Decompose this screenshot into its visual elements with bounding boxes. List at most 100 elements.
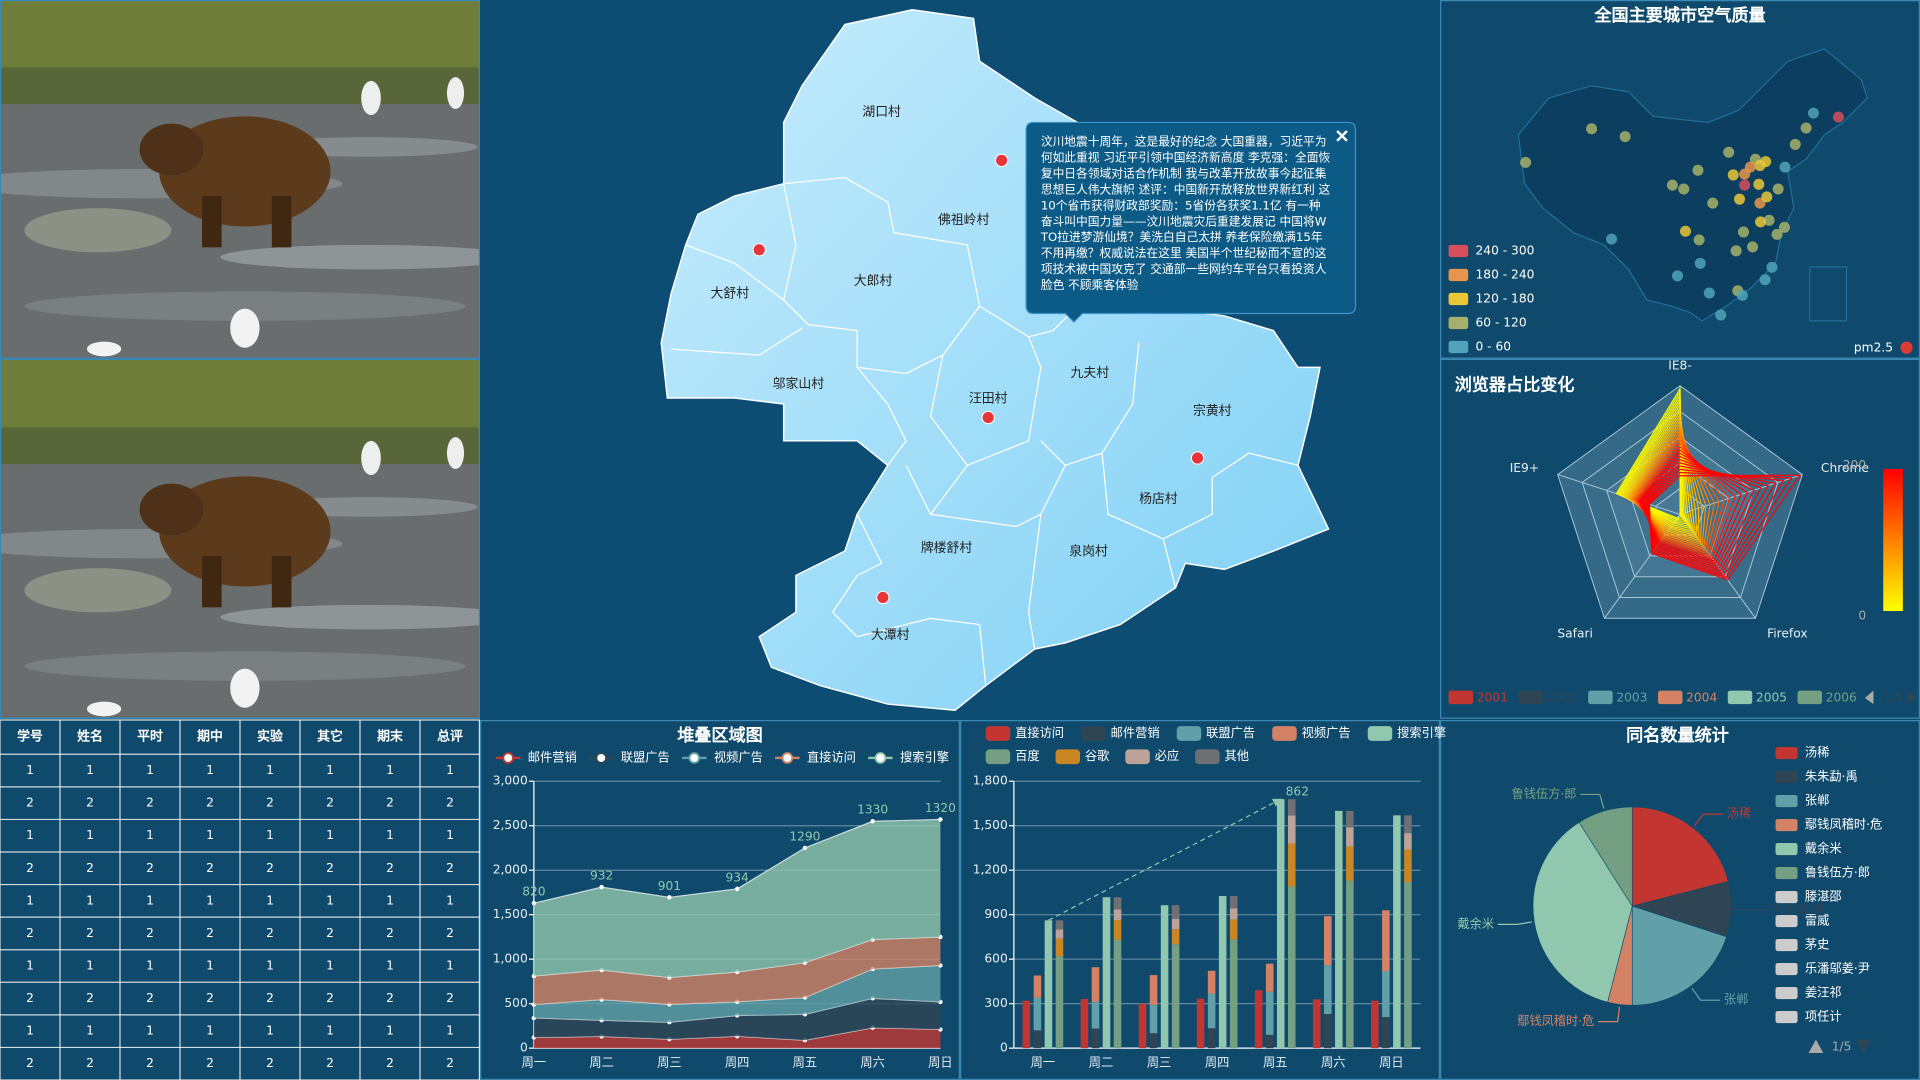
table-cell: 2 [326,991,334,1005]
city-point [1678,183,1690,195]
video-frame [0,0,515,359]
bar [1324,1014,1332,1049]
legend-icon [1176,726,1202,741]
radar-line [1618,393,1687,522]
legend-icon [1775,890,1798,904]
radar-line [1647,471,1793,579]
bar [1287,843,1296,887]
y-tick-label: 1,500 [973,818,1008,832]
indicator-label: Safari [1557,627,1593,641]
legend-label: 直接访问 [807,749,856,764]
x-tick-label: 周日 [928,1055,952,1069]
table-cell: 1 [86,763,94,777]
legend-label: 其他 [1224,749,1248,763]
legend-icon [1367,726,1393,741]
bar [1265,991,1274,1035]
bar [1055,938,1064,957]
city-point [1755,216,1767,228]
bar [1149,975,1158,1005]
y-tick-label: 0 [520,1041,528,1055]
table-cell: 1 [86,959,94,973]
region-border [783,183,981,375]
bar [1287,799,1296,816]
radar-line [1638,449,1742,562]
legend-label: 2001 [1477,690,1508,704]
pie-slice [1578,806,1633,908]
table-cell: 1 [326,893,334,907]
mark-line [1048,798,1282,921]
city-point [1520,156,1532,168]
table-cell: 2 [266,926,274,940]
city-point [1763,214,1775,226]
region-label: 泉岗村 [1069,544,1108,560]
piece-label: 60 - 120 [1476,316,1527,330]
panel-border [480,720,960,1080]
legend-label: 雷威 [1805,914,1829,928]
table-header: 学号 [17,729,43,745]
legend-label: 乐潘邬姜·尹 [1805,961,1870,976]
data-label: 934 [725,870,749,884]
table-cell: 1 [266,1024,274,1038]
bar [1229,896,1238,909]
table-cell: 1 [26,959,34,973]
legend-icon [1272,726,1297,741]
city-point [1753,178,1765,190]
panel-border [0,0,480,359]
visual-map-bar [1883,468,1903,612]
table-cell: 2 [326,796,334,810]
label-line [1598,1006,1621,1023]
panel-border [1440,720,1920,1080]
legend-label: 视频广告 [1302,725,1351,740]
visual-map-max: 200 [1843,458,1866,472]
legend-icon [688,752,701,764]
slice-label: 戴余米 [1457,916,1494,931]
region-border [670,327,803,356]
y-tick-label: 300 [984,996,1007,1010]
pager-next [1907,690,1917,705]
panel-border [960,720,1440,1080]
region-border [1101,452,1299,540]
data-label: 1330 [857,803,888,817]
legend-icon [1195,749,1220,765]
city-point [1739,179,1751,191]
y-tick-label: 3,000 [493,774,528,788]
legend-icon [1448,690,1474,705]
city-point [1779,161,1791,173]
tooltip-box [1025,121,1357,323]
x-tick-label: 周一 [522,1055,546,1069]
table-cell: 1 [326,1024,334,1038]
y-tick-label: 600 [984,952,1007,966]
data-label: 1290 [789,829,820,843]
bar [1382,971,1390,1018]
table-cell: 1 [326,959,334,973]
table-cell: 2 [206,796,214,810]
radar-line [1643,462,1769,572]
label-line [1691,987,1721,1001]
table-cell: 1 [446,763,454,777]
bar [1171,944,1180,1049]
legend-icon [1657,690,1683,705]
bar [1091,967,1100,1002]
y-tick-label: 2,500 [493,818,528,832]
close-button[interactable] [1336,130,1348,142]
y-tick-label: 0 [1000,1041,1008,1055]
table-cell: 2 [146,861,154,875]
legend-label: 必应 [1155,748,1179,763]
table-cell: 2 [86,926,94,940]
bar [1287,815,1296,844]
table-cell: 2 [206,1056,214,1070]
region-label: 大舒村 [711,286,750,301]
radar-line [1622,406,1693,532]
legend-icon [1775,794,1798,808]
legend-icon [1797,690,1823,705]
legend-icon [1775,746,1798,760]
table-cell: 1 [86,828,94,842]
table-cell: 1 [266,828,274,842]
piece-icon [1448,268,1469,282]
region-border [930,513,1042,528]
city-point [1692,164,1704,176]
city-point [1778,221,1790,233]
radar-line [1635,439,1725,555]
legend-icon [502,752,514,764]
